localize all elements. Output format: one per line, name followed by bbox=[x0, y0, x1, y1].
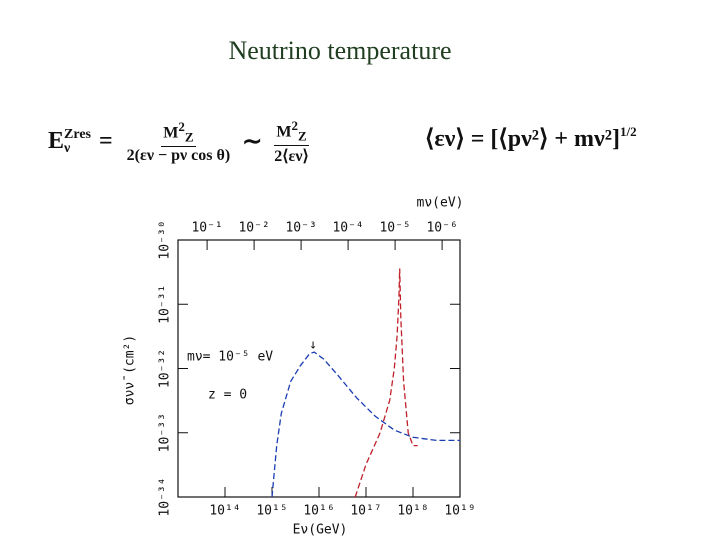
x2-tick-label: 10⁻¹ bbox=[191, 221, 222, 236]
slide-title: Neutrino temperature bbox=[228, 36, 452, 65]
x2-tick-label: 10⁻³ bbox=[285, 221, 316, 236]
y-tick-label: 10⁻³¹ bbox=[158, 285, 173, 324]
x-tick-label: 10¹⁴ bbox=[209, 504, 240, 519]
annotation: z = 0 bbox=[208, 388, 247, 403]
formula-text: 2(εν − pν cos θ) bbox=[126, 146, 231, 164]
fraction: M2Z 2(εν − pν cos θ) bbox=[127, 119, 230, 165]
formula-text: M bbox=[276, 123, 292, 141]
data-line bbox=[354, 268, 418, 498]
formula-text: = bbox=[98, 128, 113, 155]
data-line bbox=[271, 351, 460, 498]
x-axis-label: Eν(GeV) bbox=[293, 523, 348, 538]
formula-text: Z bbox=[184, 129, 194, 145]
x2-tick-label: 10⁻⁵ bbox=[379, 221, 410, 236]
formula-text: ⟨εν⟩ = [⟨pν²⟩ + mν²] bbox=[425, 126, 620, 152]
y-tick-label: 10⁻³⁰ bbox=[158, 220, 173, 259]
x2-axis-label: mν(eV) bbox=[417, 196, 464, 211]
formula-text: Zres bbox=[64, 126, 91, 142]
x-tick-label: 10¹⁶ bbox=[303, 504, 334, 519]
y-tick-label: 10⁻³² bbox=[158, 349, 173, 388]
formula-text: 2 bbox=[291, 118, 298, 133]
formula-text: M bbox=[163, 124, 179, 142]
x2-tick-label: 10⁻² bbox=[238, 221, 269, 236]
x-tick-label: 10¹⁷ bbox=[350, 504, 381, 519]
x-tick-label: 10¹⁹ bbox=[444, 504, 475, 519]
y-tick-label: 10⁻³⁴ bbox=[158, 477, 173, 516]
y-axis-label: σνν̄ (cm²) bbox=[123, 335, 138, 405]
plot-frame bbox=[177, 239, 461, 498]
formula-text: ν bbox=[64, 140, 71, 156]
formula-text: 1/2 bbox=[619, 124, 637, 139]
x2-tick-label: 10⁻⁶ bbox=[426, 221, 457, 236]
x-tick-label: 10¹⁵ bbox=[256, 504, 287, 519]
formula-text: E bbox=[48, 128, 65, 155]
formula-2: ⟨εν⟩ = [⟨pν²⟩ + mν²] 1/2 bbox=[425, 124, 637, 153]
x-tick-label: 10¹⁸ bbox=[397, 504, 428, 519]
formula-text: 2 bbox=[178, 119, 185, 134]
annotation: mν= 10⁻⁵ eV bbox=[187, 350, 273, 365]
fraction: M2Z 2⟨εν⟩ bbox=[274, 118, 308, 166]
formula-text: Z bbox=[297, 128, 307, 144]
y-tick-label: 10⁻³³ bbox=[158, 413, 173, 452]
x2-tick-label: 10⁻⁴ bbox=[332, 221, 363, 236]
formula-1: E Zres ν = M2Z 2(εν − pν cos θ) ∼ M2Z 2⟨εν⟩ bbox=[48, 118, 315, 166]
formula-text: ∼ bbox=[242, 129, 263, 156]
formula-text: 2⟨εν⟩ bbox=[274, 147, 309, 165]
annotation: ↓ bbox=[309, 338, 317, 353]
